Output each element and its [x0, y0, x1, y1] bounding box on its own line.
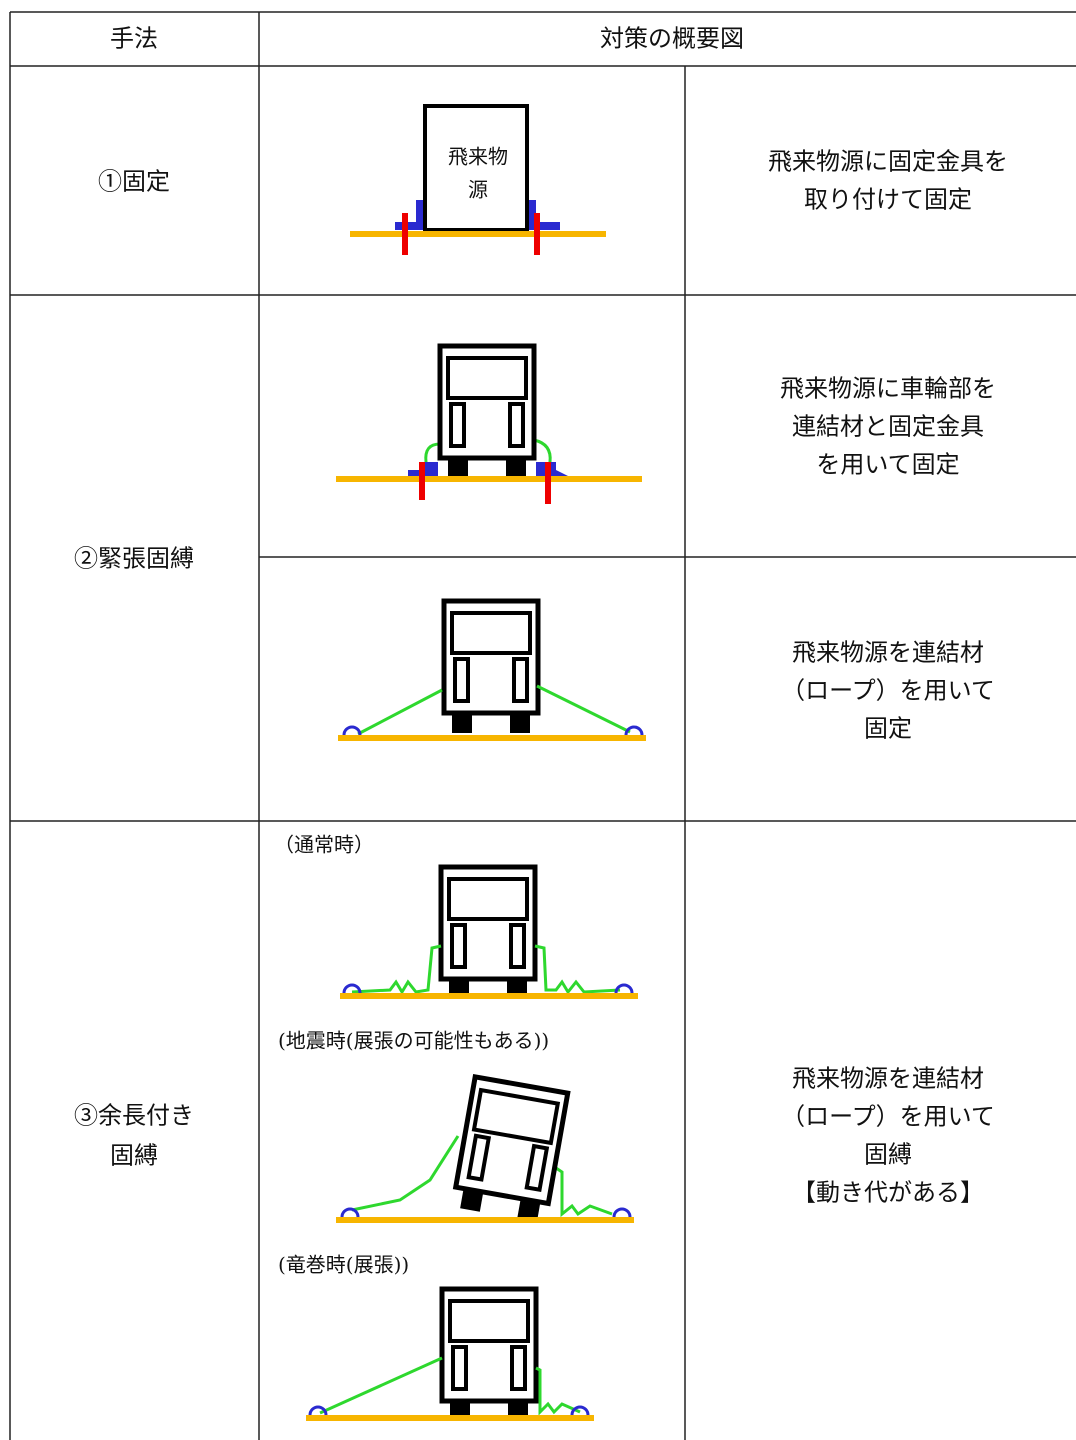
description: 飛来物源を連結材 [792, 1065, 984, 1093]
description: 取り付けて固定 [804, 186, 972, 214]
table-grid [9, 11, 1076, 1440]
description: 飛来物源に車輪部を [780, 375, 996, 403]
method: 固縛 [110, 1142, 158, 1170]
method: ②緊張固縛 [74, 545, 194, 573]
header-text: 対策の概要図 [600, 25, 744, 53]
description: （ロープ）を用いて [781, 677, 995, 705]
caption: (地震時(展張の可能性もある)) [278, 1029, 549, 1053]
figure-tension-rope [338, 601, 646, 741]
description: 飛来物源に固定金具を [768, 148, 1008, 176]
description: 固縛 [864, 1141, 912, 1169]
description: 【動き代がある】 [792, 1179, 984, 1207]
figure-slack-tornado [306, 1289, 594, 1421]
description: 飛来物源を連結材 [792, 639, 984, 667]
header-text: 手法 [110, 25, 158, 53]
figure-fixed [350, 104, 606, 255]
description: （ロープ）を用いて [781, 1103, 995, 1131]
description: 連結材と固定金具 [792, 413, 984, 441]
caption: (竜巻時(展張)) [278, 1253, 409, 1277]
method: ③余長付き [74, 1102, 194, 1130]
figure-slack-earthquake [336, 1077, 634, 1223]
figure-slack-normal [340, 867, 638, 999]
caption: （通常時） [274, 833, 374, 857]
description: 固定 [864, 715, 912, 743]
figure-label: 源 [468, 178, 488, 202]
description: を用いて固定 [816, 451, 959, 479]
figure-tension-bracket [336, 346, 642, 504]
figure-label: 飛来物 [448, 145, 508, 169]
method: ①固定 [98, 168, 170, 196]
